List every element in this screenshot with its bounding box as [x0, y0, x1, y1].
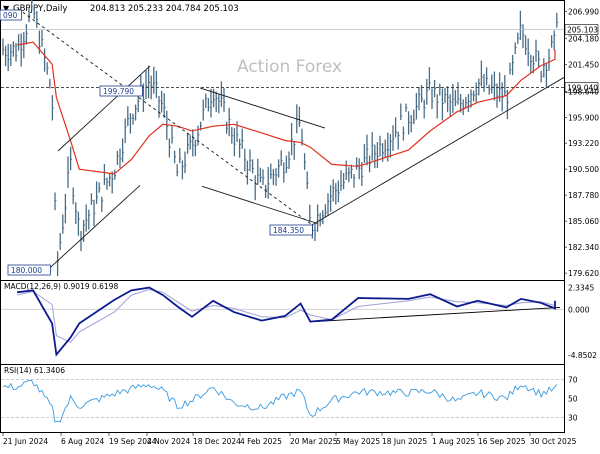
- x-tick-label: 20 Mar 2025: [290, 437, 338, 446]
- price-y-tick-label: 193.220: [568, 139, 599, 148]
- price-level-box: [564, 82, 599, 93]
- axis-layer: 206.990 204.180 201.450 198.640 195.900 193.2…: [2, 8, 599, 446]
- price-annotation-label: 090: [3, 11, 18, 20]
- price-annotation-box: [269, 224, 313, 236]
- header-ohlc: 204.813 205.233 204.784 205.103: [90, 4, 239, 14]
- price-y-tick-label: 190.500: [568, 165, 599, 174]
- price-y-tick-label: 195.900: [568, 114, 599, 123]
- rsi-y-tick-label: 30: [568, 414, 578, 423]
- x-tick-label: 6 Aug 2024: [61, 437, 104, 446]
- price-level-label: 199.040: [567, 84, 598, 93]
- x-tick-label: 4 Feb 2025: [240, 437, 282, 446]
- x-tick-label: 18 Jun 2025: [382, 437, 427, 446]
- rsi-y-tick-label: 50: [568, 395, 578, 404]
- price-y-tick-label: 206.990: [568, 8, 599, 17]
- price-annotation-label: 180.000: [11, 266, 42, 275]
- price-y-tick-label: 182.340: [568, 243, 599, 252]
- price-level-label: 205.103: [567, 26, 598, 35]
- rsi-panel-frame: [0, 364, 565, 433]
- header-symbol: GBPJPY,Daily: [13, 4, 67, 14]
- macd-line: [16, 286, 556, 357]
- rsi-title: RSI(14) 61.3406: [4, 366, 65, 375]
- price-annotation-box: [7, 264, 51, 276]
- support-trendline: [310, 77, 565, 226]
- x-tick-label: 19 Sep 2024: [109, 437, 157, 446]
- rsi-line: [2, 379, 558, 423]
- x-tick-label: 30 Oct 2025: [530, 437, 577, 446]
- dropdown-triangle-icon[interactable]: ▼: [3, 4, 10, 13]
- price-annotation-box: [99, 85, 143, 97]
- price-y-tick-label: 179.620: [568, 269, 599, 278]
- x-tick-label: 18 Dec 2024: [193, 437, 241, 446]
- price-y-tick-label: 187.780: [568, 191, 599, 200]
- price-annotation-label: 199.790: [103, 87, 134, 96]
- moving-average-line: [16, 41, 556, 175]
- watermark: Action Forex: [237, 57, 342, 77]
- price-layer: 205.103 199.040 090 199.790 184.350 180.000: [0, 0, 599, 276]
- price-y-tick-label: 201.450: [568, 61, 599, 70]
- price-y-tick-label: 185.060: [568, 217, 599, 226]
- falling-channel-upper: [199, 87, 326, 129]
- macd-title: MACD(12,26,9) 0.9019 0.6198: [4, 282, 118, 291]
- rsi-layer: [1, 379, 564, 423]
- rsi-y-tick-label: 70: [568, 375, 578, 384]
- macd-y-tick-label: 2.3345: [568, 283, 594, 292]
- rising-channel-upper: [57, 65, 151, 152]
- price-level-box: [564, 24, 599, 35]
- macd-trendline: [314, 306, 561, 323]
- dashed-downtrend-line: [17, 8, 314, 226]
- macd-y-tick-label: 0.000: [568, 305, 590, 314]
- macd-layer: [1, 286, 564, 357]
- x-tick-label: 4 Nov 2024: [147, 437, 190, 446]
- price-annotation-label: 184.350: [273, 226, 304, 235]
- macd-y-tick-label: -4.8502: [568, 351, 597, 360]
- x-tick-label: 21 Jun 2024: [3, 437, 48, 446]
- falling-channel-lower: [201, 185, 319, 225]
- price-y-tick-label: 198.640: [568, 87, 599, 96]
- x-tick-label: 16 Sep 2025: [478, 437, 526, 446]
- price-annotation-box: [0, 9, 23, 21]
- rising-channel-lower: [45, 185, 141, 272]
- x-tick-label: 5 May 2025: [336, 437, 380, 446]
- price-y-tick-label: 204.180: [568, 34, 599, 43]
- x-tick-label: 1 Aug 2025: [432, 437, 475, 446]
